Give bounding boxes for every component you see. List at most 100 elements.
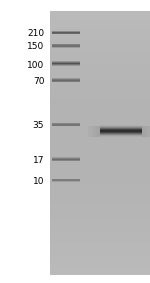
Bar — [52, 44, 80, 45]
Bar — [50, 17, 150, 20]
Bar — [100, 135, 142, 136]
Bar — [50, 175, 150, 178]
Bar — [50, 52, 150, 55]
Bar — [50, 90, 150, 93]
Text: 100: 100 — [27, 61, 44, 70]
Bar — [100, 133, 142, 134]
Bar — [50, 81, 150, 84]
Bar — [50, 37, 150, 40]
Bar — [100, 130, 142, 131]
Bar — [94, 126, 96, 137]
Bar — [50, 107, 150, 110]
Bar — [52, 63, 80, 64]
Bar — [52, 31, 80, 32]
Bar — [50, 248, 150, 250]
Bar — [50, 57, 150, 60]
Bar — [50, 263, 150, 266]
Bar — [100, 130, 142, 131]
Text: 150: 150 — [27, 42, 44, 51]
Bar — [50, 121, 150, 123]
Bar — [50, 188, 150, 191]
Bar — [50, 77, 150, 79]
Bar — [50, 254, 150, 257]
Bar — [52, 46, 80, 47]
Bar — [50, 138, 150, 141]
Bar — [52, 45, 80, 46]
Bar — [50, 33, 150, 35]
Bar — [50, 24, 150, 27]
Bar — [50, 256, 150, 259]
Bar — [50, 267, 150, 270]
Bar — [52, 45, 80, 46]
Bar — [52, 78, 80, 79]
Bar — [50, 215, 150, 217]
Text: 10: 10 — [33, 177, 44, 186]
Bar — [50, 199, 150, 202]
Bar — [52, 123, 80, 124]
Bar — [50, 66, 150, 68]
Bar — [52, 44, 80, 45]
Bar — [50, 230, 150, 233]
Bar — [50, 92, 150, 95]
Bar — [52, 123, 80, 124]
Bar — [50, 221, 150, 224]
Bar — [52, 159, 80, 160]
Bar — [50, 193, 150, 196]
Text: 17: 17 — [33, 156, 44, 164]
Bar — [50, 228, 150, 231]
Bar — [50, 195, 150, 198]
Bar — [52, 179, 80, 180]
Bar — [52, 81, 80, 82]
Bar — [50, 110, 150, 112]
Bar — [100, 131, 142, 132]
Text: 70: 70 — [33, 77, 44, 86]
Bar — [50, 44, 150, 46]
Bar — [100, 129, 142, 130]
Bar — [50, 41, 150, 44]
Bar — [50, 94, 150, 97]
Bar — [50, 224, 150, 226]
Bar — [50, 149, 150, 152]
Bar — [50, 140, 150, 143]
Bar — [50, 11, 150, 14]
Bar — [50, 269, 150, 272]
Bar — [50, 213, 150, 215]
Bar — [50, 142, 150, 145]
Bar — [100, 132, 142, 133]
Bar — [100, 134, 142, 135]
Bar — [52, 65, 80, 66]
Bar — [50, 112, 150, 114]
Bar — [100, 132, 142, 133]
Bar — [100, 129, 142, 130]
Bar — [50, 151, 150, 154]
Bar — [142, 126, 144, 137]
Bar — [100, 126, 142, 127]
Bar — [50, 123, 150, 125]
Bar — [100, 125, 142, 126]
Bar — [91, 126, 93, 137]
Bar — [50, 48, 150, 51]
Bar — [50, 63, 150, 66]
Bar — [50, 160, 150, 163]
Bar — [52, 31, 80, 32]
Bar — [50, 164, 150, 167]
Bar — [50, 28, 150, 31]
Bar — [50, 182, 150, 185]
Bar — [52, 79, 80, 80]
Bar — [50, 15, 150, 18]
Bar — [52, 63, 80, 64]
Bar — [93, 126, 94, 137]
Bar — [100, 128, 142, 129]
Bar — [50, 184, 150, 187]
Bar — [52, 46, 80, 47]
Bar — [50, 210, 150, 213]
Bar — [50, 191, 150, 193]
Bar — [50, 105, 150, 108]
Bar — [50, 35, 150, 38]
Bar — [50, 243, 150, 246]
Bar — [50, 204, 150, 207]
Bar — [100, 127, 142, 128]
Bar — [52, 181, 80, 182]
Bar — [50, 131, 150, 134]
Bar — [52, 125, 80, 126]
